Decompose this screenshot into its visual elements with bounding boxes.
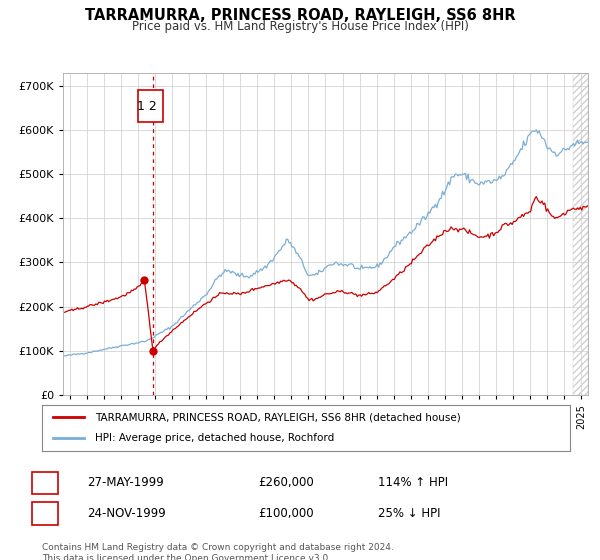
Text: 1 2: 1 2 — [137, 100, 157, 113]
Text: £100,000: £100,000 — [258, 507, 314, 520]
Text: HPI: Average price, detached house, Rochford: HPI: Average price, detached house, Roch… — [95, 433, 334, 444]
Text: TARRAMURRA, PRINCESS ROAD, RAYLEIGH, SS6 8HR (detached house): TARRAMURRA, PRINCESS ROAD, RAYLEIGH, SS6… — [95, 412, 461, 422]
Text: 114% ↑ HPI: 114% ↑ HPI — [378, 476, 448, 489]
Text: 1: 1 — [41, 476, 49, 489]
Text: Contains HM Land Registry data © Crown copyright and database right 2024.
This d: Contains HM Land Registry data © Crown c… — [42, 543, 394, 560]
Text: 27-MAY-1999: 27-MAY-1999 — [87, 476, 164, 489]
Bar — [137, 91, 163, 122]
Text: £260,000: £260,000 — [258, 476, 314, 489]
Text: 2: 2 — [41, 507, 49, 520]
Text: Price paid vs. HM Land Registry's House Price Index (HPI): Price paid vs. HM Land Registry's House … — [131, 20, 469, 32]
Text: 25% ↓ HPI: 25% ↓ HPI — [378, 507, 440, 520]
Text: 24-NOV-1999: 24-NOV-1999 — [87, 507, 166, 520]
Text: TARRAMURRA, PRINCESS ROAD, RAYLEIGH, SS6 8HR: TARRAMURRA, PRINCESS ROAD, RAYLEIGH, SS6… — [85, 8, 515, 24]
